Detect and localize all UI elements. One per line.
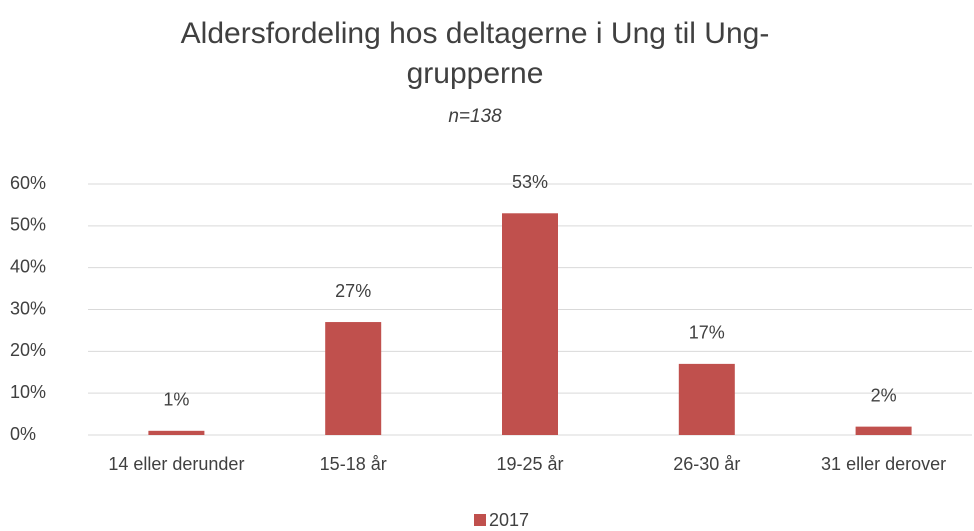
y-tick-label: 40%: [10, 256, 46, 276]
data-label: 1%: [163, 390, 189, 410]
data-label: 53%: [512, 172, 548, 192]
x-tick-label: 31 eller derover: [821, 454, 946, 474]
y-tick-label: 10%: [10, 382, 46, 402]
y-tick-label: 60%: [10, 173, 46, 193]
x-tick-label: 26-30 år: [673, 454, 740, 474]
x-tick-label: 14 eller derunder: [108, 454, 244, 474]
y-tick-label: 50%: [10, 215, 46, 235]
chart-subtitle: n=138: [448, 106, 502, 127]
x-tick-label: 15-18 år: [320, 454, 387, 474]
legend-label: 2017: [489, 510, 529, 530]
y-tick-label: 0%: [10, 424, 36, 444]
bar: [502, 213, 558, 435]
chart-title: Aldersfordeling hos deltagerne i Ung til…: [180, 17, 770, 90]
bar: [855, 426, 912, 435]
x-tick-label: 19-25 år: [496, 454, 563, 474]
bar: [148, 430, 205, 435]
data-label: 17%: [689, 323, 725, 343]
y-tick-label: 20%: [10, 340, 46, 360]
data-label: 27%: [335, 281, 371, 301]
bar: [678, 363, 735, 435]
bar: [325, 322, 382, 435]
data-label: 2%: [871, 385, 897, 405]
legend-swatch: [474, 514, 486, 526]
y-tick-label: 30%: [10, 298, 46, 318]
